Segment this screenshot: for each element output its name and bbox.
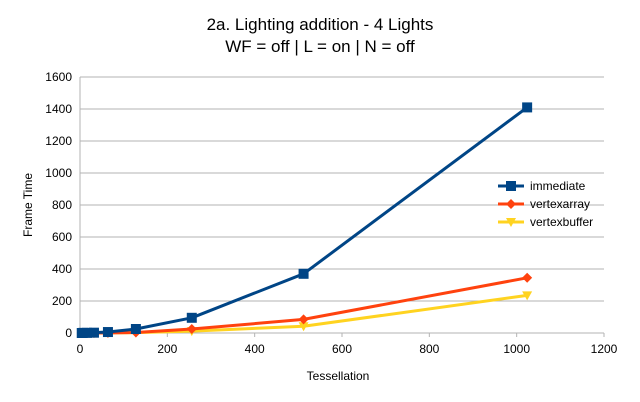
data-point xyxy=(522,272,533,283)
legend-label: vertexarray xyxy=(530,197,590,211)
x-tick-label: 0 xyxy=(77,342,84,356)
x-axis-label: Tessellation xyxy=(307,369,370,383)
data-point xyxy=(186,324,197,334)
x-tick-label: 400 xyxy=(245,342,265,356)
y-axis-label: Frame Time xyxy=(21,173,35,237)
y-tick-label: 1600 xyxy=(45,70,72,84)
data-point xyxy=(130,324,141,334)
legend-item-vertexbuffer: vertexbuffer xyxy=(498,215,593,229)
data-point xyxy=(522,102,533,113)
data-point xyxy=(102,327,113,338)
data-point xyxy=(298,268,309,279)
y-tick-label: 400 xyxy=(52,262,72,276)
series-group xyxy=(76,102,533,338)
legend-marker xyxy=(506,181,516,191)
legend: immediate vertexarray vertexbuffer xyxy=(498,179,593,229)
y-tick-labels: 0 200 400 600 800 1000 1200 1400 1600 xyxy=(45,70,72,340)
x-tick-label: 1200 xyxy=(591,342,618,356)
y-tick-label: 1200 xyxy=(45,134,72,148)
x-tick-label: 600 xyxy=(332,342,352,356)
legend-label: immediate xyxy=(530,179,586,193)
x-tick-label: 800 xyxy=(419,342,439,356)
legend-label: vertexbuffer xyxy=(530,215,593,229)
data-point xyxy=(186,312,197,323)
legend-marker xyxy=(506,218,516,227)
axes xyxy=(79,77,605,337)
y-tick-label: 1400 xyxy=(45,102,72,116)
legend-marker xyxy=(506,199,516,209)
chart-title: 2a. Lighting addition - 4 Lights xyxy=(207,15,434,34)
legend-item-vertexarray: vertexarray xyxy=(498,197,590,211)
data-point xyxy=(522,291,533,301)
x-tick-label: 1000 xyxy=(503,342,530,356)
y-tick-label: 800 xyxy=(52,198,72,212)
data-point xyxy=(81,327,92,338)
data-point xyxy=(88,327,99,338)
y-tick-label: 1000 xyxy=(45,166,72,180)
data-point xyxy=(298,314,309,325)
y-tick-label: 600 xyxy=(52,230,72,244)
grid-lines xyxy=(80,76,604,302)
y-tick-label: 200 xyxy=(52,294,72,308)
y-tick-label: 0 xyxy=(65,326,72,340)
data-point xyxy=(298,322,309,332)
x-tick-label: 200 xyxy=(157,342,177,356)
legend-item-immediate: immediate xyxy=(498,179,586,193)
series-immediate xyxy=(76,102,533,338)
chart-subtitle: WF = off | L = on | N = off xyxy=(225,37,415,56)
x-tick-labels: 0 200 400 600 800 1000 1200 xyxy=(77,342,618,356)
